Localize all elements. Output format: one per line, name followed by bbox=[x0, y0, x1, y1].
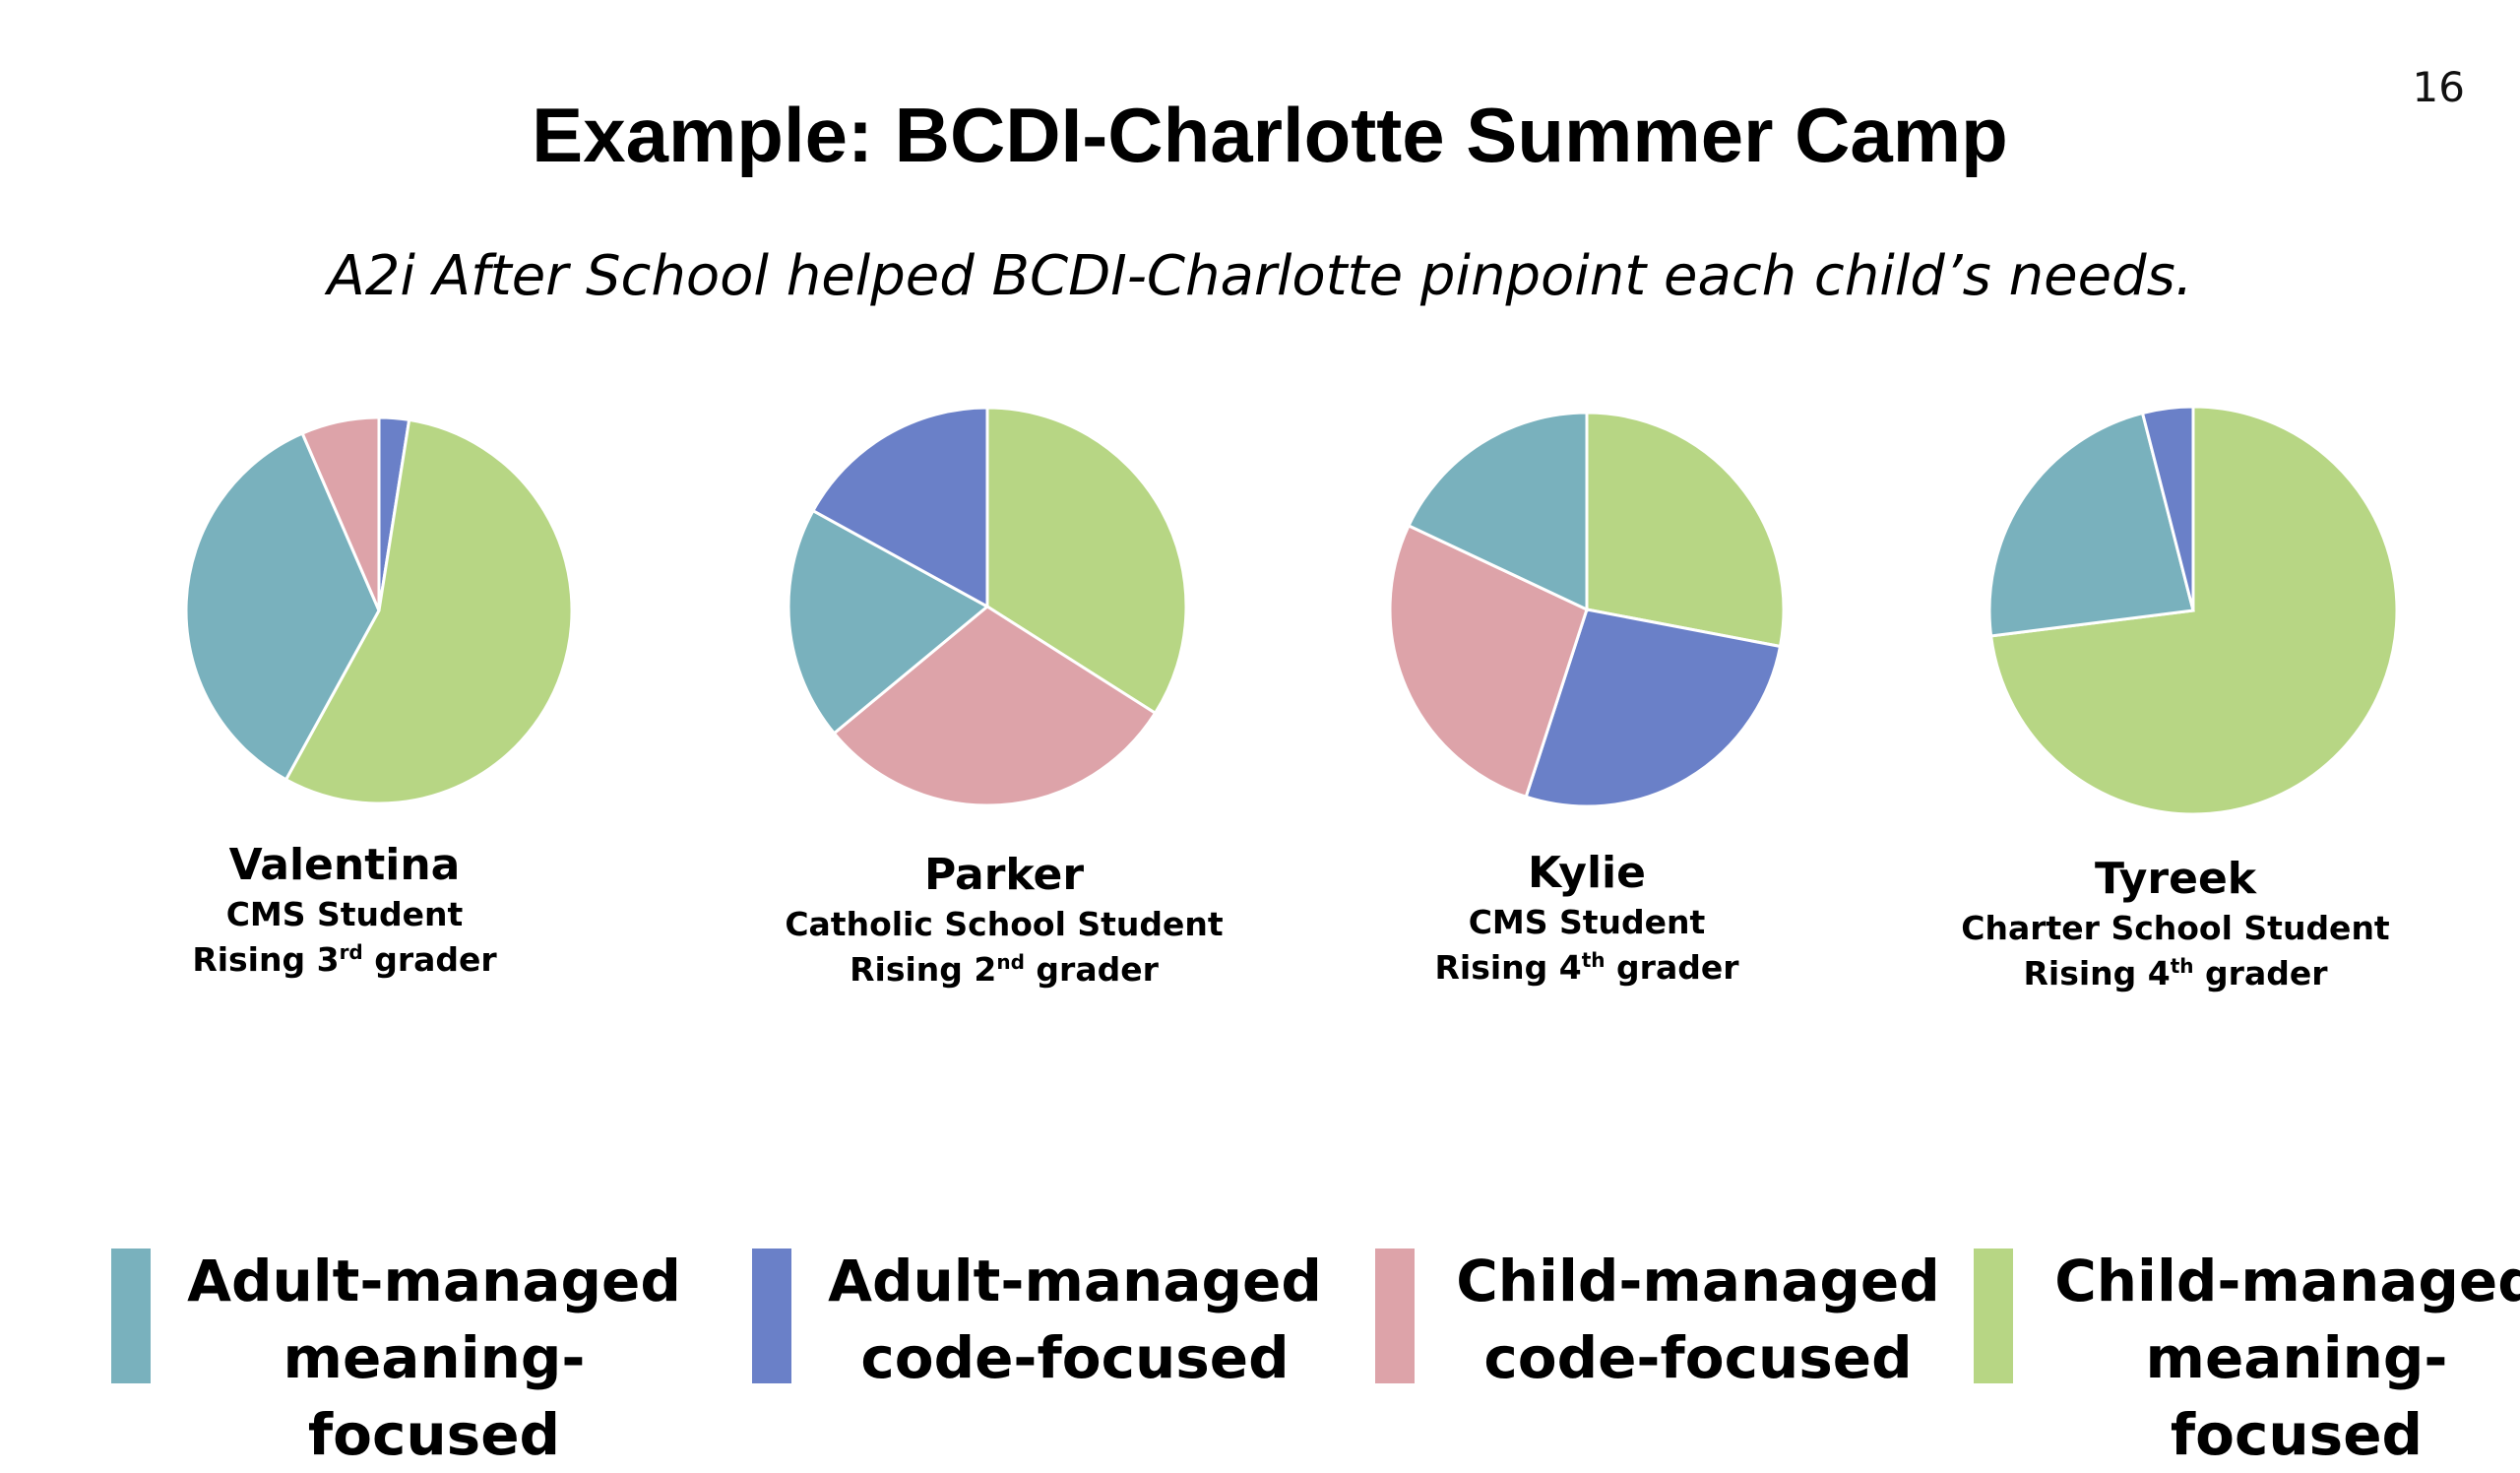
student-name: Valentina bbox=[228, 840, 461, 890]
legend-label: Child-managed meaning-focused bbox=[2054, 1248, 2520, 1468]
pie-chart-0 bbox=[184, 416, 574, 805]
pie-slice-amm bbox=[787, 508, 990, 736]
pie-slice-ccf bbox=[300, 416, 381, 611]
legend-swatch bbox=[1375, 1249, 1415, 1383]
pie-slice-cmm bbox=[1585, 411, 1786, 649]
student-name: Tyreek bbox=[2094, 854, 2257, 904]
pie-chart-1 bbox=[787, 406, 1188, 807]
chart-title: Example: BCDI-Charlotte Summer Camp bbox=[532, 92, 2008, 178]
legend-label: Adult-managed code-focused bbox=[828, 1248, 1322, 1391]
student-school: Catholic School Student bbox=[785, 905, 1224, 943]
student-name: Kylie bbox=[1528, 848, 1646, 898]
pie-slice-acf bbox=[810, 406, 989, 609]
pie-slice-ccf bbox=[832, 605, 1158, 807]
legend-swatch bbox=[752, 1249, 791, 1383]
pie-slice-ccf bbox=[1388, 523, 1589, 800]
pie-caption-3: Tyreek Charter School Student Rising 4th… bbox=[1831, 853, 2520, 996]
pie-slice-amm bbox=[1407, 411, 1589, 612]
legend-swatch bbox=[111, 1249, 151, 1383]
pie-chart-2 bbox=[1388, 411, 1786, 808]
pie-chart-3 bbox=[1987, 405, 2399, 816]
slide-number: 16 bbox=[2412, 63, 2465, 111]
pie-slice-amm bbox=[1987, 411, 2195, 638]
student-grade: Rising 4th grader bbox=[1434, 948, 1739, 987]
student-school: CMS Student bbox=[225, 895, 464, 933]
pie-caption-0: Valentina CMS Student Rising 3rd grader bbox=[0, 839, 689, 983]
legend-label: Child-managed code-focused bbox=[1456, 1248, 1940, 1391]
pie-slice-acf bbox=[1524, 608, 1783, 808]
student-school: Charter School Student bbox=[1961, 909, 2390, 947]
student-school: CMS Student bbox=[1468, 903, 1706, 941]
pie-slice-cmm bbox=[284, 417, 574, 805]
student-grade: Rising 4th grader bbox=[2023, 954, 2328, 993]
chart-subtitle: A2i After School helped BCDI-Charlotte p… bbox=[327, 244, 2193, 308]
student-grade: Rising 3rd grader bbox=[192, 940, 497, 979]
legend-swatch bbox=[1974, 1249, 2013, 1383]
student-name: Parker bbox=[923, 850, 1085, 900]
legend-label: Adult-managed meaning-focused bbox=[187, 1248, 681, 1468]
pie-caption-1: Parker Catholic School Student Rising 2n… bbox=[660, 849, 1349, 993]
pie-caption-2: Kylie CMS Student Rising 4th grader bbox=[1242, 847, 1931, 991]
student-grade: Rising 2nd grader bbox=[850, 950, 1159, 989]
pie-slice-acf bbox=[2140, 405, 2195, 611]
pie-slice-amm bbox=[184, 431, 381, 782]
